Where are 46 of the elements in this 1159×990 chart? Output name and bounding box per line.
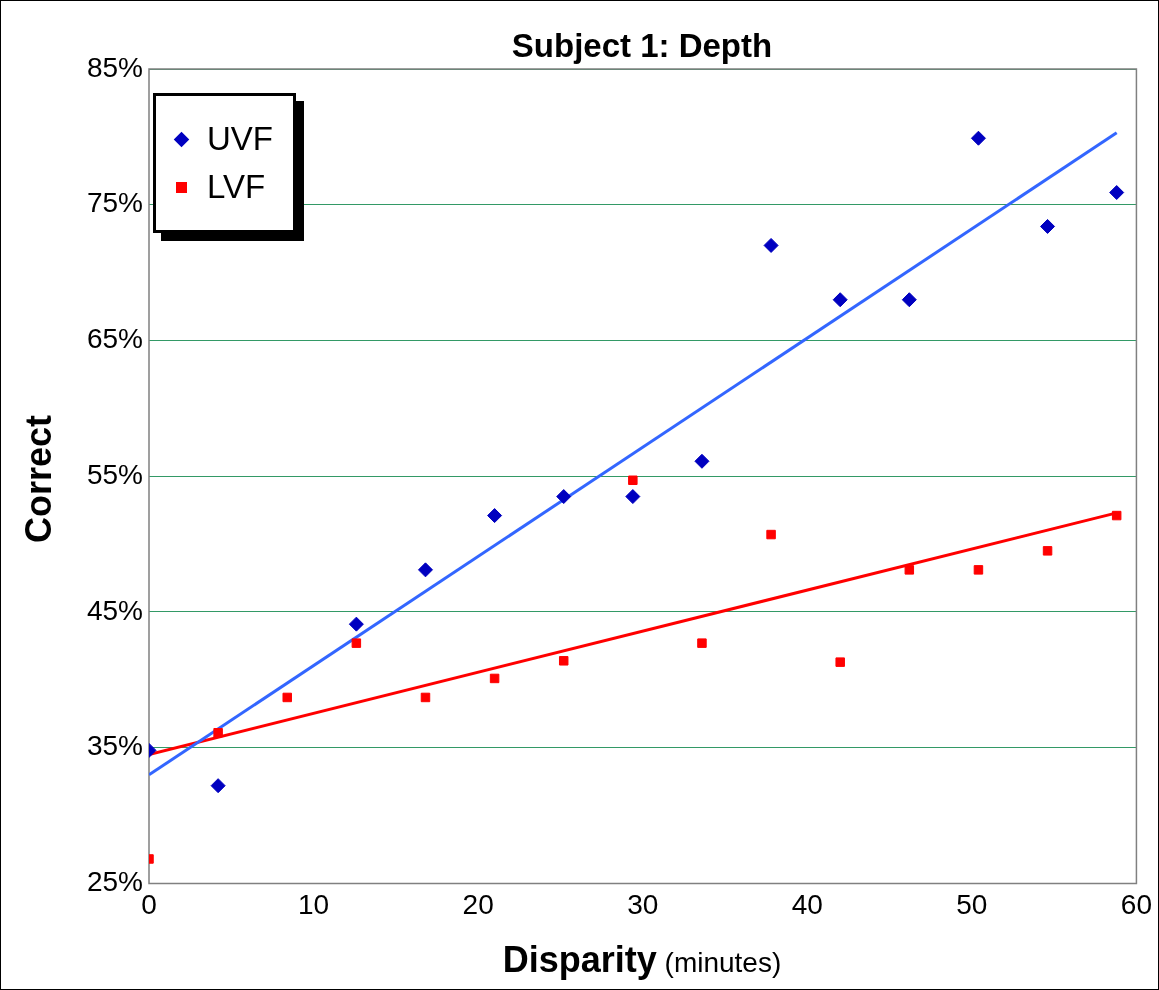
point (835, 657, 845, 667)
point (1040, 218, 1056, 234)
y-tick-label: 25% (86, 866, 143, 898)
point (487, 508, 503, 524)
point (556, 489, 572, 505)
x-tick-label: 40 (791, 888, 823, 920)
legend-label: UVF (207, 120, 273, 158)
x-tick-label: 60 (1120, 888, 1153, 920)
point (832, 292, 848, 308)
x-tick-label: 30 (627, 888, 659, 920)
point (1111, 510, 1122, 521)
point (417, 562, 433, 578)
point (970, 130, 986, 146)
x-tick-label: 50 (956, 888, 988, 920)
point (351, 638, 362, 648)
point (625, 489, 641, 505)
point (558, 656, 569, 666)
point (766, 529, 776, 540)
point (973, 565, 984, 575)
point (282, 692, 292, 703)
point (1109, 185, 1125, 201)
point (694, 453, 710, 469)
point (697, 638, 707, 648)
x-tick-label: 10 (297, 888, 330, 920)
point (489, 673, 500, 684)
point (763, 237, 779, 253)
point (420, 692, 431, 703)
point (213, 727, 223, 738)
y-tick-label: 45% (86, 594, 143, 626)
x-tick-label: 0 (141, 888, 157, 920)
y-tick-label: 55% (86, 458, 143, 490)
point (1042, 546, 1053, 556)
y-tick-label: 75% (86, 187, 143, 219)
point (628, 475, 638, 486)
legend-label: LVF (207, 168, 266, 206)
x-axis-title: Disparity (minutes) (502, 939, 782, 980)
point (904, 565, 915, 575)
y-tick-label: 85% (86, 51, 143, 83)
y-tick-label: 35% (86, 730, 143, 762)
y-tick-label: 65% (86, 323, 143, 355)
y-axis-title: Correct (18, 414, 60, 544)
chart-title: Subject 1: Depth (510, 27, 774, 65)
point (901, 292, 917, 308)
point (210, 778, 226, 794)
x-tick-label: 20 (462, 888, 494, 920)
point (348, 616, 364, 632)
